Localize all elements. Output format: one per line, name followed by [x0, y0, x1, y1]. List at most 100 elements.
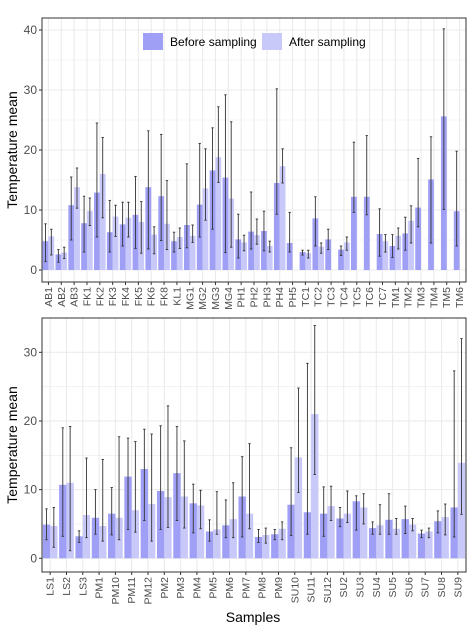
bar-before-tm2: [402, 233, 409, 270]
x-tick-label-pm4: PM4: [191, 577, 203, 599]
bar-after-pm6: [229, 519, 237, 559]
bar-after-mg3: [215, 157, 222, 270]
bar-after-pm4: [196, 505, 205, 559]
x-tick-label-tm5: TM5: [441, 287, 453, 308]
legend-label-after: After sampling: [289, 35, 366, 49]
x-tick-label-ls3: LS3: [77, 577, 89, 596]
bar-after-ab3: [74, 187, 80, 270]
x-tick-label-tm4: TM4: [428, 287, 440, 308]
x-tick-label-ph4: PH4: [274, 287, 286, 308]
bar-after-su5: [392, 528, 400, 559]
legend: Before sampling After sampling: [143, 33, 366, 50]
bar-before-su5: [385, 519, 393, 559]
bar-before-tc5: [351, 196, 357, 270]
bar-before-pm8: [254, 536, 263, 559]
x-tick-label-su5: SU5: [387, 577, 399, 598]
bar-after-tc7: [382, 241, 389, 270]
bar-after-fk3: [112, 216, 119, 270]
y-tick-label: 40: [24, 23, 38, 37]
bar-after-pm5: [213, 529, 221, 559]
x-tick-label-pm7: PM7: [240, 577, 252, 599]
bar-after-ph3: [266, 246, 273, 270]
bar-after-fk2: [99, 174, 106, 270]
x-tick-label-ls1: LS1: [45, 577, 57, 596]
x-tick-label-tc7: TC7: [377, 287, 389, 307]
bar-before-ph2: [248, 231, 254, 270]
x-tick-label-ph5: PH5: [287, 287, 299, 308]
x-tick-label-fk1: FK1: [81, 287, 93, 306]
bar-after-pm11: [131, 510, 140, 559]
bar-after-ab2: [61, 252, 68, 270]
bar-after-pm1: [99, 526, 107, 559]
x-tick-label-tm1: TM1: [390, 287, 402, 308]
x-tick-label-su12: SU12: [322, 577, 334, 603]
x-tick-label-mg2: MG2: [197, 287, 209, 310]
bar-before-su8: [434, 521, 442, 559]
x-tick-label-pm1: PM1: [94, 577, 106, 599]
x-tick-label-tm3: TM3: [416, 287, 428, 308]
bar-before-pm1: [91, 517, 100, 559]
bar-before-su7: [417, 533, 426, 559]
x-tick-label-pm10: PM10: [110, 577, 122, 605]
bar-before-pm6: [222, 525, 230, 559]
bar-after-su12: [327, 506, 335, 559]
x-tick-label-su8: SU8: [436, 577, 448, 598]
bar-after-su4: [376, 525, 384, 559]
bar-after-fk4: [125, 217, 132, 270]
y-ticks: 0 10 20 30: [24, 345, 42, 565]
x-tick-label-su9: SU9: [452, 577, 464, 598]
x-tick-label-su11: SU11: [306, 577, 318, 603]
x-tick-label-tc5: TC5: [351, 287, 363, 307]
x-tick-label-pm8: PM8: [257, 577, 269, 599]
bar-before-ls3: [75, 536, 83, 559]
y-axis-title: Temperature mean: [4, 91, 20, 209]
y-tick-label: 0: [30, 551, 37, 565]
x-tick-label-fk8: FK8: [159, 287, 171, 306]
x-tick-label-tc1: TC1: [300, 287, 312, 307]
y-tick-label: 20: [24, 143, 38, 157]
bar-after-su6: [408, 524, 417, 559]
bar-before-tc6: [363, 196, 370, 270]
y-tick-label: 30: [24, 345, 38, 359]
y-axis-title: Temperature mean: [4, 386, 20, 504]
x-tick-label-kl1: KL1: [171, 287, 183, 306]
bar-before-fk4: [119, 224, 126, 270]
x-tick-label-pm11: PM11: [126, 577, 138, 604]
x-tick-label-fk3: FK3: [107, 287, 119, 306]
bar-before-tc4: [338, 249, 344, 270]
legend-swatch-after: [262, 33, 282, 50]
x-tick-label-pm6: PM6: [224, 577, 236, 599]
x-tick-label-tc2: TC2: [313, 287, 325, 307]
x-tick-label-mg4: MG4: [223, 287, 235, 310]
x-tick-label-tm2: TM2: [403, 287, 415, 308]
bar-after-su3: [360, 507, 368, 559]
y-tick-label: 10: [24, 483, 38, 497]
x-tick-label-fk5: FK5: [133, 287, 145, 306]
bar-before-tc3: [325, 239, 332, 270]
bar-after-pm8: [262, 534, 270, 559]
x-tick-label-pm5: PM5: [208, 577, 220, 599]
bar-after-su11: [311, 414, 319, 559]
bar-after-ph4: [279, 166, 286, 270]
x-tick-label-tm6: TM6: [454, 287, 466, 308]
x-tick-label-ab3: AB3: [69, 287, 81, 307]
x-tick-label-su3: SU3: [355, 577, 367, 598]
bar-after-su8: [441, 517, 449, 559]
bar-after-mg2: [202, 188, 209, 270]
top-panel: 0 10 20 30 40 AB1 AB2 AB3 FK1 FK2 FK3 FK4 FK5 FK6 FK8 K…: [4, 17, 467, 310]
x-tick-label-mg3: MG3: [210, 287, 222, 310]
bar-after-su2: [343, 513, 352, 559]
x-tick-label-su6: SU6: [403, 577, 415, 598]
x-tick-label-fk6: FK6: [146, 287, 158, 306]
y-tick-label: 30: [24, 83, 38, 97]
legend-swatch-before: [143, 33, 163, 50]
bar-after-tc4: [343, 242, 350, 270]
panel-border: [41, 317, 467, 573]
error-bars: [44, 28, 458, 263]
bar-before-ph5: [286, 243, 293, 270]
x-tick-label-pm12: PM12: [143, 577, 155, 605]
bar-before-tc1: [299, 252, 306, 270]
x-tick-label-ab2: AB2: [56, 287, 68, 307]
bar-after-tc1: [305, 253, 312, 270]
